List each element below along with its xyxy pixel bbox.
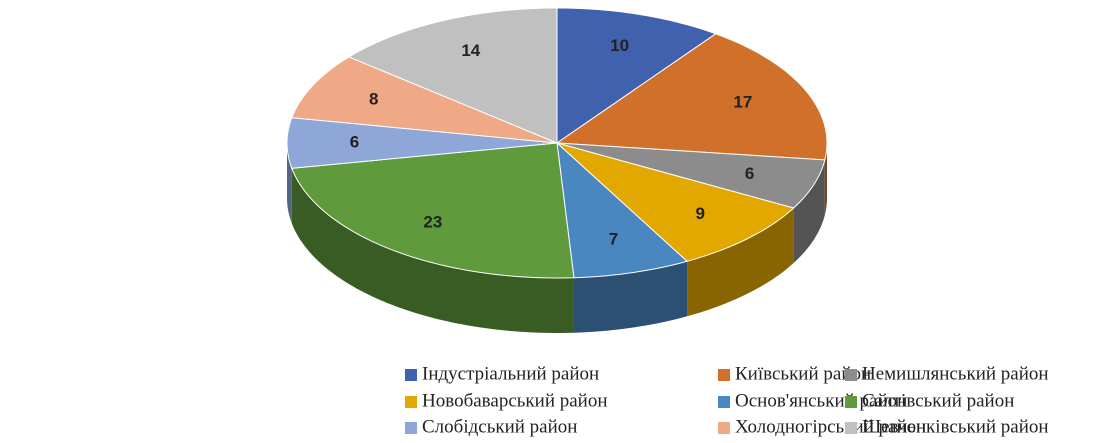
legend-swatch [718,369,730,381]
legend-swatch [718,422,730,434]
slice [555,33,828,161]
legend-swatch [845,422,857,434]
slice [556,7,717,144]
slice-side [291,168,574,333]
slice-side [573,261,688,333]
legend-label: Київський район [735,363,871,384]
data-label: 8 [369,89,378,108]
data-label: 7 [609,230,618,249]
slice [556,142,826,209]
legend-swatch [405,396,417,408]
legend-label: Немишлянський район [862,363,1049,384]
slice [286,117,558,169]
slice-side [824,143,827,215]
slice-side [287,143,292,224]
legend-label: Шевченківський район [862,416,1049,437]
data-label: 9 [695,204,704,223]
slice-side [687,208,794,317]
legend-swatch [405,422,417,434]
slice [291,142,575,279]
data-label: 6 [350,132,359,151]
slice [556,141,689,279]
legend-swatch [845,369,857,381]
legend-label: Салтівський район [862,390,1014,411]
data-label: 10 [610,36,629,55]
legend-label: Основ'янський район [735,390,907,411]
legend-swatch [405,369,417,381]
legend-label: Холодногірський район [735,416,926,437]
legend-swatch [718,396,730,408]
legend-label: Слобідський район [422,416,577,437]
legend-label: Індустріальний район [422,363,599,384]
data-label: 6 [745,164,754,183]
slice [556,142,795,262]
slice [347,7,558,144]
legend-label: Новобаварський район [422,390,608,411]
legend-swatch [845,396,857,408]
data-label: 23 [423,212,442,231]
slice-side [793,159,825,264]
slice [291,56,558,144]
data-label: 14 [461,41,480,60]
data-label: 17 [733,92,752,111]
